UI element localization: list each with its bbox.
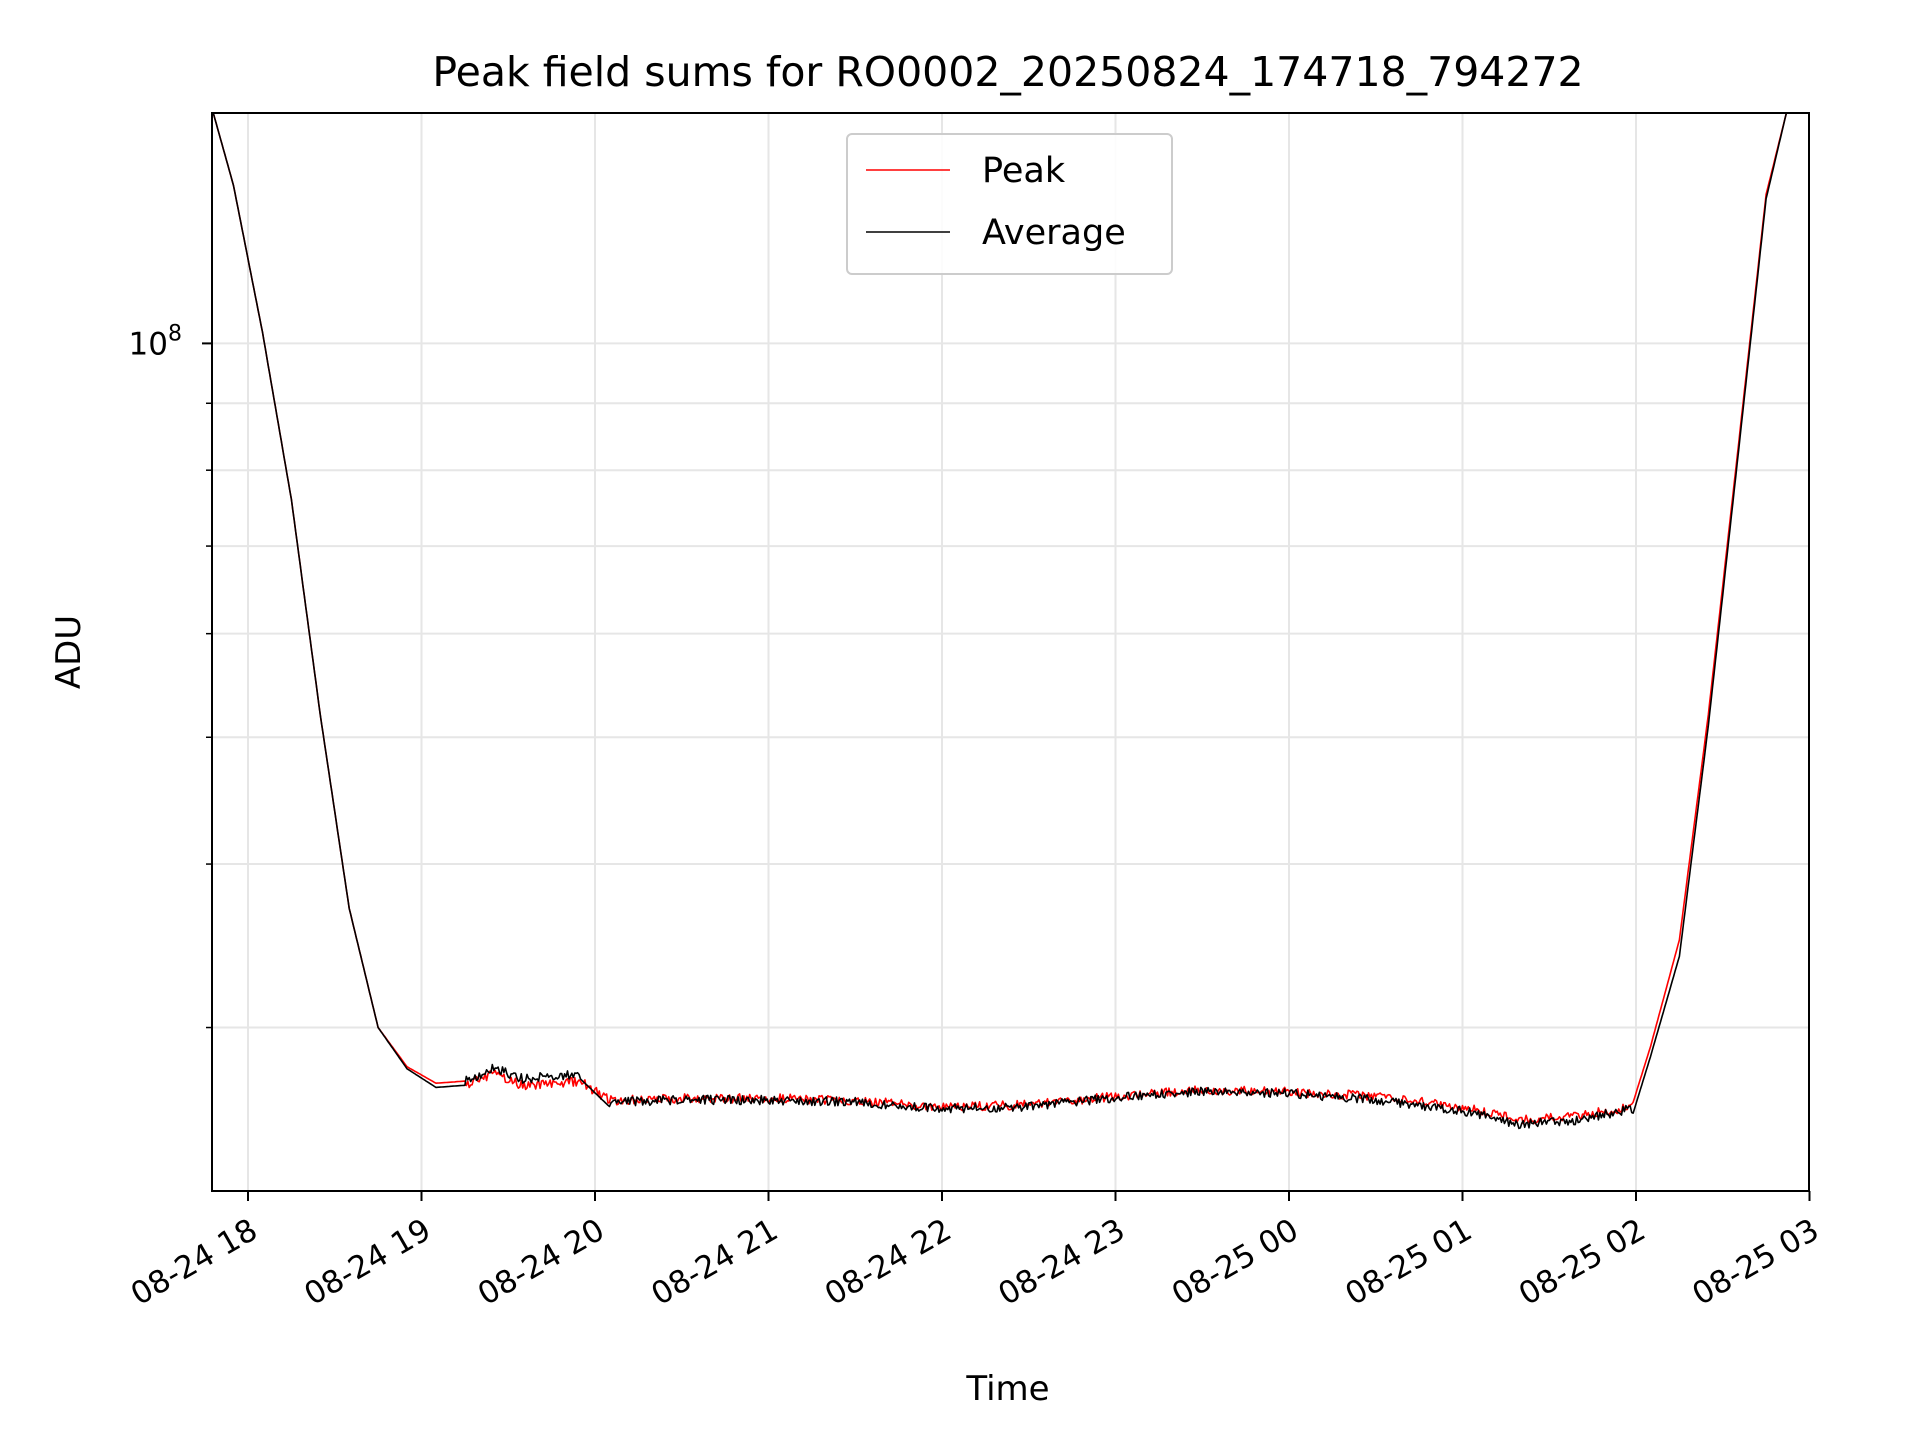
y-axis-label: ADU <box>49 615 89 689</box>
legend-label-peak: Peak <box>982 151 1066 191</box>
x-tick-label: 08-24 21 <box>645 1212 784 1313</box>
x-axis-label: Time <box>965 1369 1049 1409</box>
legend-box <box>846 133 1173 275</box>
grid <box>212 113 1809 1191</box>
series-line-peak <box>212 112 1804 1125</box>
x-tick-label: 08-24 22 <box>819 1212 958 1313</box>
x-tick-label: 08-25 00 <box>1166 1212 1305 1313</box>
legend-label-average: Average <box>982 213 1126 253</box>
series-layer <box>212 112 1804 1130</box>
series-line-average <box>212 112 1804 1130</box>
x-tick-label: 08-24 20 <box>472 1212 611 1313</box>
x-tick-label: 08-25 02 <box>1513 1212 1652 1313</box>
x-tick-label: 08-24 23 <box>992 1212 1131 1313</box>
x-tick-label: 08-24 19 <box>298 1212 437 1313</box>
x-tick-label: 08-25 01 <box>1339 1212 1478 1313</box>
legend: Peak Average <box>846 133 1173 275</box>
x-tick-label: 08-25 03 <box>1686 1212 1825 1313</box>
x-tick-label: 08-24 18 <box>125 1212 264 1313</box>
y-axis: 108 <box>129 321 212 1029</box>
plot-frame <box>211 112 1810 1192</box>
chart-title: Peak field sums for RO0002_20250824_1747… <box>432 48 1583 96</box>
x-axis: 08-24 18 08-24 19 08-24 20 08-24 21 08-24 22… <box>125 1191 1825 1313</box>
y-tick-label: 108 <box>129 321 182 362</box>
